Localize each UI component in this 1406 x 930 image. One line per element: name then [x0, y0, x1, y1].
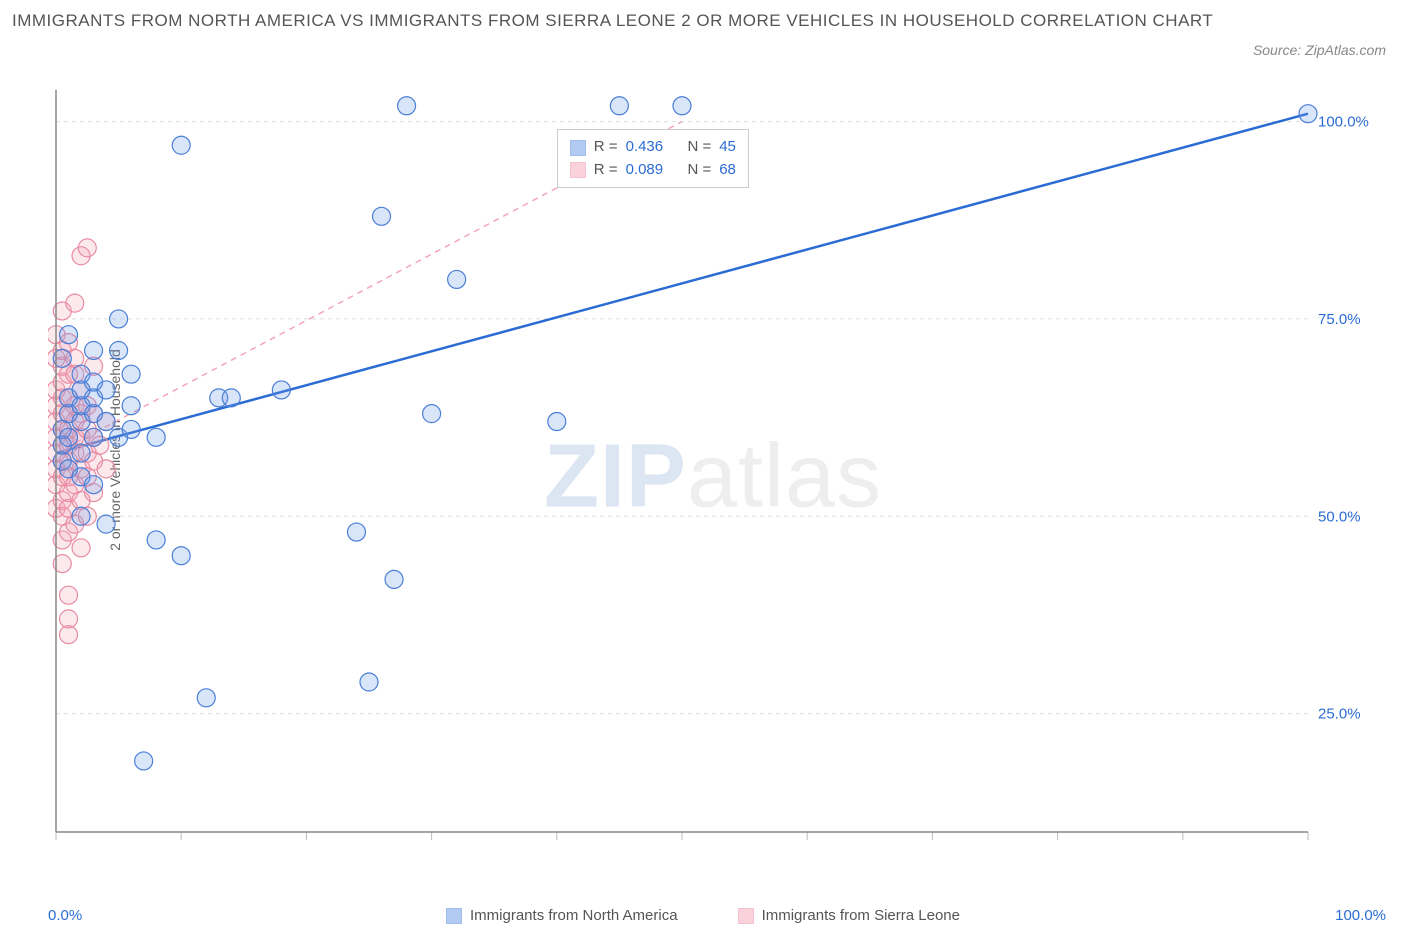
legend-r-label: R =: [594, 136, 618, 159]
legend-row: R = 0.089 N = 68: [570, 159, 736, 182]
svg-text:50.0%: 50.0%: [1318, 508, 1361, 525]
source-label: Source: ZipAtlas.com: [1253, 42, 1386, 58]
bottom-legend-item: Immigrants from North America: [446, 907, 678, 924]
legend-r-label: R =: [594, 159, 618, 182]
legend-swatch: [570, 162, 586, 178]
legend-series-name: Immigrants from North America: [470, 907, 678, 924]
legend-swatch: [738, 908, 754, 924]
legend-r-value: 0.089: [626, 159, 664, 182]
legend-row: R = 0.436 N = 45: [570, 136, 736, 159]
legend-swatch: [446, 908, 462, 924]
legend-swatch: [570, 140, 586, 156]
legend-n-label: N =: [687, 136, 711, 159]
series-legend: Immigrants from North America Immigrants …: [0, 907, 1406, 924]
legend-n-value: 68: [719, 159, 736, 182]
legend-series-name: Immigrants from Sierra Leone: [762, 907, 960, 924]
legend-r-value: 0.436: [626, 136, 664, 159]
chart-title: IMMIGRANTS FROM NORTH AMERICA VS IMMIGRA…: [12, 8, 1394, 34]
legend-n-value: 45: [719, 136, 736, 159]
bottom-legend-item: Immigrants from Sierra Leone: [738, 907, 960, 924]
correlation-legend: R = 0.436 N = 45 R = 0.089 N = 68: [557, 129, 749, 188]
svg-text:100.0%: 100.0%: [1318, 114, 1369, 131]
legend-n-label: N =: [687, 159, 711, 182]
svg-text:25.0%: 25.0%: [1318, 706, 1361, 723]
plot-area: 25.0%50.0%75.0%100.0% ZIPatlas R = 0.436…: [48, 82, 1378, 872]
svg-text:75.0%: 75.0%: [1318, 311, 1361, 328]
scatter-chart: 25.0% 50.0% 75.0% 100.0%: [48, 82, 1378, 872]
